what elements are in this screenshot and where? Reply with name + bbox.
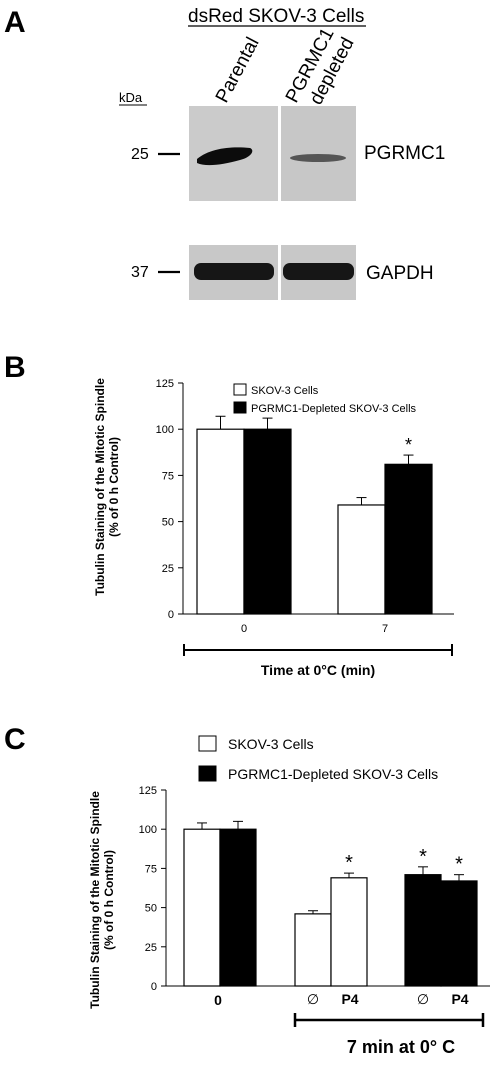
chart-c-bars: * * *	[183, 820, 478, 987]
chart-c-bar-1-depleted	[219, 828, 257, 987]
chart-b-bar-0-depleted	[243, 428, 292, 615]
chart-b-ytick-label: 0	[168, 609, 174, 621]
chart-c-bar-5-depleted	[440, 880, 478, 987]
chart-c-ytick-label: 25	[145, 942, 157, 954]
chart-c-ytick-label: 50	[145, 903, 157, 915]
chart-b-legend-swatch-depleted	[233, 401, 247, 414]
chart-b-ytick-label: 25	[162, 563, 174, 575]
chart-c-legend-label-depleted: PGRMC1-Depleted SKOV-3 Cells	[228, 766, 438, 782]
chart-b-legend-label-skov3: SKOV-3 Cells	[251, 385, 319, 397]
chart-c-legend-swatch-skov3	[198, 735, 217, 752]
kda-label: kDa	[119, 90, 143, 105]
chart-c-bar-4-depleted	[404, 874, 442, 987]
chart-c-group-label-p4-2: P4	[451, 991, 468, 1007]
chart-b-bar-7-depleted	[384, 463, 433, 615]
chart-b-y-ticks: 0 25 50 75 100 125	[156, 378, 183, 621]
panel-letter-a: A	[4, 6, 26, 39]
chart-c-bar-2-skov3	[294, 913, 332, 987]
chart-c-bar-5-depleted-significance-star: *	[455, 854, 463, 876]
chart-c-bar-3-skov3	[330, 877, 368, 987]
chart-c-y-ticks: 0 25 50 75 100 125	[139, 785, 166, 993]
chart-c-ytick-label: 100	[139, 824, 157, 836]
chart-b-xtick-7: 7	[382, 623, 388, 635]
panel-a: A dsRed SKOV-3 Cells Parental PGRMC1 dep…	[4, 6, 445, 300]
chart-b-bar-7-skov3	[337, 504, 386, 615]
blot-title: dsRed SKOV-3 Cells	[188, 6, 364, 27]
lane-label-parental: Parental	[212, 34, 264, 106]
chart-c-bar-4-depleted-significance-star: *	[419, 846, 427, 868]
chart-b-ylabel-line1: Tubulin Staining of the Mitotic Spindle	[93, 378, 107, 596]
chart-b-bars: *	[196, 415, 433, 615]
band-gapdh-depleted	[283, 263, 354, 280]
band-pgrmc1-parental	[197, 147, 253, 166]
chart-b-ylabel-line2: (% of 0 h Control)	[107, 437, 121, 537]
chart-c-group-label-vehicle-2: ∅	[417, 991, 429, 1007]
chart-c-bar-0-skov3	[183, 828, 221, 987]
band-gapdh-parental	[194, 263, 274, 280]
chart-c-legend-label-skov3: SKOV-3 Cells	[228, 736, 314, 752]
protein-label-gapdh: GAPDH	[366, 263, 434, 284]
chart-b-ytick-label: 125	[156, 378, 174, 390]
chart-c-ytick-label: 125	[139, 785, 157, 797]
band-pgrmc1-depleted	[290, 154, 346, 162]
chart-b-bar-0-skov3	[196, 428, 245, 615]
chart-b-ytick-label: 75	[162, 470, 174, 482]
chart-c-xlabel: 7 min at 0° C	[347, 1037, 455, 1057]
chart-c-group-label-p4-1: P4	[341, 991, 358, 1007]
chart-c-ytick-label: 75	[145, 863, 157, 875]
chart-c-group-label-vehicle-1: ∅	[307, 991, 319, 1007]
chart-c-ytick-label: 0	[151, 981, 157, 993]
chart-c-ylabel-line2: (% of 0 h Control)	[102, 850, 116, 950]
chart-c-group-label-0: 0	[214, 992, 222, 1008]
chart-c-ylabel-line1: Tubulin Staining of the Mitotic Spindle	[88, 791, 102, 1009]
chart-b-ytick-label: 50	[162, 517, 174, 529]
chart-b-legend-label-depleted: PGRMC1-Depleted SKOV-3 Cells	[251, 403, 417, 415]
chart-b-xlabel: Time at 0°C (min)	[261, 662, 375, 678]
chart-c-legend-swatch-depleted	[198, 765, 217, 782]
panel-b: B Tubulin Staining of the Mitotic Spindl…	[4, 351, 454, 678]
chart-c-bar-3-skov3-significance-star: *	[345, 852, 353, 874]
panel-letter-b: B	[4, 351, 26, 384]
chart-b-legend-swatch-skov3	[233, 383, 247, 396]
marker-25: 25	[131, 146, 149, 163]
blot-pgrmc1-depleted	[281, 106, 356, 201]
chart-b-xtick-0: 0	[241, 623, 247, 635]
protein-label-pgrmc1: PGRMC1	[364, 143, 445, 164]
chart-b-ytick-label: 100	[156, 424, 174, 436]
panel-letter-c: C	[4, 723, 26, 756]
marker-37: 37	[131, 264, 149, 281]
panel-c: C Tubulin Staining of the Mitotic Spindl…	[4, 723, 490, 1057]
chart-b-bar-7-depleted-significance-star: *	[405, 435, 412, 455]
